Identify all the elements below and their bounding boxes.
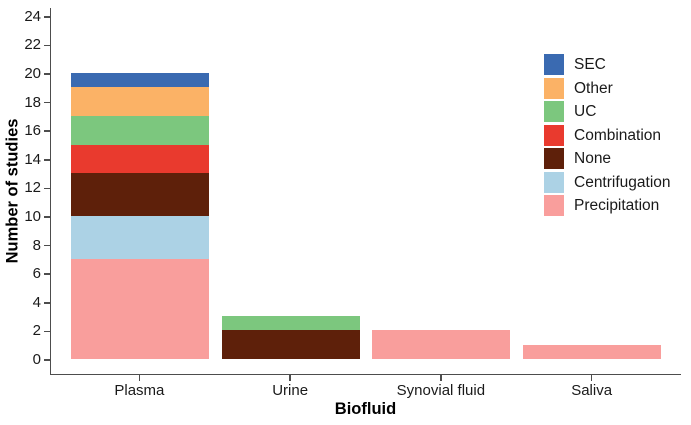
bar-slot-plasma — [65, 73, 216, 359]
y-tick-mark — [43, 187, 50, 190]
bar-segment-precipitation — [71, 258, 210, 359]
legend-item-centrifugation: Centrifugation — [544, 171, 671, 193]
bar-segment-sec — [71, 73, 210, 88]
legend-label: None — [574, 150, 612, 167]
x-tick-mark — [590, 375, 593, 381]
legend-swatch-icon — [544, 124, 564, 146]
legend-item-uc: UC — [544, 101, 671, 122]
y-tick-label: 24 — [24, 7, 41, 25]
legend-item-none: None — [544, 148, 671, 169]
bar-segment-uc — [71, 115, 210, 145]
stacked-bar — [221, 316, 360, 359]
legend-label: Other — [574, 79, 613, 97]
y-tick-label: 0 — [32, 351, 41, 368]
x-tick-label: Urine — [272, 382, 309, 399]
bar-slot-saliva — [517, 344, 668, 359]
bar-segment-uc — [221, 316, 360, 331]
legend-swatch-icon — [544, 171, 564, 193]
legend-swatch-icon — [544, 148, 564, 169]
x-tick-mark — [138, 375, 141, 381]
y-tick-label: 14 — [24, 150, 41, 168]
y-tick-mark — [43, 44, 50, 47]
legend-item-sec: SEC — [544, 54, 671, 75]
x-tick-label: Plasma — [114, 382, 165, 399]
legend-swatch-icon — [544, 101, 564, 122]
bar-slot-synovial-fluid — [366, 330, 517, 359]
y-tick-mark — [43, 16, 50, 18]
y-tick-mark — [43, 359, 50, 361]
y-tick-label: 6 — [32, 265, 41, 283]
legend-label: Precipitation — [574, 197, 660, 214]
legend-label: SEC — [574, 56, 606, 73]
stacked-bar — [372, 330, 511, 359]
legend-swatch-icon — [544, 54, 564, 75]
y-tick-mark — [43, 244, 50, 247]
legend-item-precipitation: Precipitation — [544, 195, 671, 216]
legend-swatch-icon — [544, 77, 564, 99]
y-tick-mark — [43, 216, 50, 218]
y-tick-mark — [43, 130, 50, 132]
x-tick-label: Synovial fluid — [396, 382, 486, 399]
y-tick-mark — [43, 302, 50, 304]
y-tick-mark — [43, 330, 50, 333]
legend-item-combination: Combination — [544, 124, 671, 146]
legend-label: Combination — [574, 126, 662, 144]
y-tick-label: 4 — [32, 293, 41, 311]
y-tick-mark — [43, 101, 50, 104]
bar-segment-other — [71, 87, 210, 116]
stacked-bar — [522, 344, 661, 359]
x-axis-title: Biofluid — [334, 400, 397, 418]
x-tick-label: Saliva — [571, 382, 613, 399]
bar-segment-none — [221, 330, 360, 359]
bar-slot-urine — [216, 316, 367, 359]
legend-item-other: Other — [544, 77, 671, 99]
y-tick-label: 2 — [32, 322, 41, 340]
stacked-bar — [71, 73, 210, 359]
y-tick-mark — [43, 159, 50, 161]
y-tick-label: 16 — [24, 122, 41, 140]
bar-segment-precipitation — [522, 344, 661, 359]
x-tick-mark — [440, 375, 442, 381]
y-tick-label: 10 — [24, 208, 41, 225]
y-tick-label: 20 — [24, 65, 41, 82]
bar-segment-centrifugation — [71, 216, 210, 259]
bar-segment-none — [71, 173, 210, 217]
y-tick-label: 22 — [24, 36, 41, 54]
y-tick-label: 8 — [32, 236, 41, 254]
bars-container — [51, 73, 681, 359]
y-tick-mark — [43, 73, 50, 75]
legend-label: Centrifugation — [574, 173, 671, 191]
y-tick-label: 18 — [24, 93, 41, 111]
legend: SEC Other UC Combination None Centrifugation P… — [544, 54, 671, 219]
x-tick-mark — [289, 375, 291, 381]
legend-label: UC — [574, 103, 597, 120]
legend-swatch-icon — [544, 195, 564, 216]
y-tick-mark — [43, 273, 50, 275]
y-tick-label: 12 — [24, 179, 41, 197]
bar-segment-precipitation — [372, 330, 511, 359]
plot-area: SEC Other UC Combination None Centrifugation P… — [50, 8, 681, 375]
bar-segment-combination — [71, 144, 210, 174]
